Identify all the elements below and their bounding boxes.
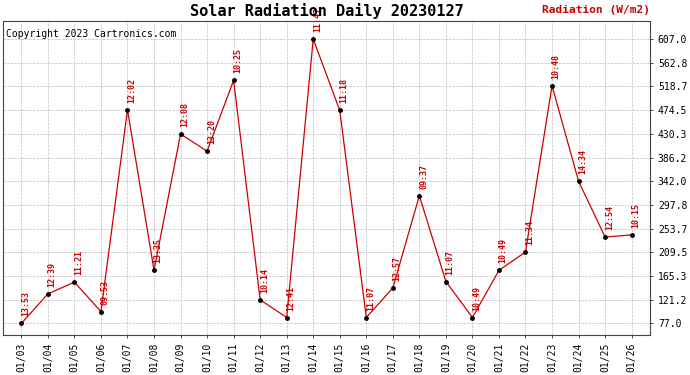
Text: 11:18: 11:18 [339, 78, 348, 104]
Text: 12:41: 12:41 [286, 285, 295, 310]
Text: Radiation (W/m2): Radiation (W/m2) [542, 5, 650, 15]
Text: 13:20: 13:20 [207, 119, 216, 144]
Text: 12:08: 12:08 [180, 102, 189, 127]
Text: 12:39: 12:39 [48, 262, 57, 287]
Text: 11:21: 11:21 [74, 250, 83, 275]
Text: 10:15: 10:15 [631, 203, 640, 228]
Text: 11:47: 11:47 [313, 7, 322, 32]
Text: 10:14: 10:14 [260, 268, 269, 293]
Text: 12:57: 12:57 [393, 256, 402, 281]
Text: 11:07: 11:07 [446, 250, 455, 274]
Text: 12:54: 12:54 [604, 205, 614, 230]
Text: 11:07: 11:07 [366, 285, 375, 310]
Text: 10:48: 10:48 [552, 54, 561, 79]
Text: 11:34: 11:34 [525, 220, 534, 245]
Text: 10:49: 10:49 [472, 285, 481, 310]
Text: Copyright 2023 Cartronics.com: Copyright 2023 Cartronics.com [6, 29, 177, 39]
Text: 09:37: 09:37 [419, 164, 428, 189]
Title: Solar Radiation Daily 20230127: Solar Radiation Daily 20230127 [190, 3, 464, 19]
Text: 09:53: 09:53 [101, 280, 110, 304]
Text: 13:35: 13:35 [154, 238, 163, 263]
Text: 10:49: 10:49 [499, 238, 508, 263]
Text: 10:25: 10:25 [233, 48, 242, 74]
Text: 12:02: 12:02 [127, 78, 136, 103]
Text: 13:53: 13:53 [21, 291, 30, 316]
Text: 14:34: 14:34 [578, 149, 587, 174]
